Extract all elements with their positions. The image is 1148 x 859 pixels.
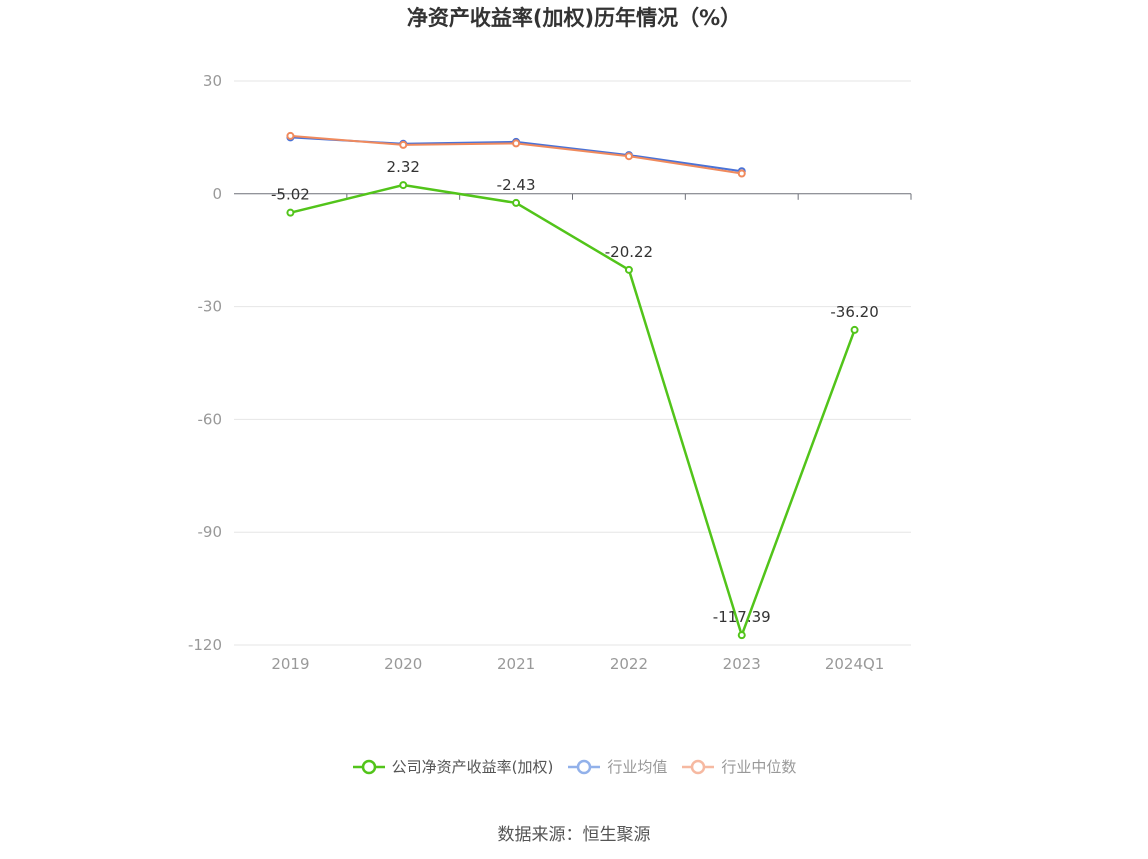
data-point — [286, 131, 295, 140]
data-source: 数据来源：恒生聚源 — [497, 825, 651, 845]
data-point — [850, 325, 859, 334]
chart-title: 净资产收益率(加权)历年情况（%） — [406, 6, 742, 30]
legend-label: 行业均值 — [607, 758, 668, 776]
x-tick-label: 2020 — [384, 655, 422, 673]
y-tick-label: -60 — [198, 410, 223, 428]
legend-item[interactable]: 行业均值 — [567, 756, 667, 777]
y-tick-label: -120 — [188, 636, 222, 654]
legend-marker-icon — [682, 759, 715, 774]
legend: 公司净资产收益率(加权) 行业均值 行业中位数 — [0, 756, 1148, 777]
data-point — [399, 140, 408, 149]
y-tick-label: 30 — [203, 72, 222, 90]
y-tick-label: -90 — [198, 523, 223, 541]
data-point — [512, 139, 521, 148]
legend-marker-icon — [568, 759, 601, 774]
x-tick-label: 2024Q1 — [825, 655, 885, 673]
data-point — [512, 198, 521, 207]
data-point — [399, 181, 408, 190]
x-tick-label: 2022 — [610, 655, 648, 673]
grid-lines — [234, 80, 911, 646]
data-label: -5.02 — [271, 186, 310, 204]
y-tick-label: 0 — [212, 185, 222, 203]
line-chart: 30 0 -30 -60 -90 -120 2019 2020 2021 2022 2023 2024… — [188, 72, 912, 673]
data-point — [737, 169, 746, 178]
data-point — [286, 208, 295, 217]
legend-item[interactable]: 行业中位数 — [681, 756, 796, 777]
legend-item[interactable]: 公司净资产收益率(加权) — [352, 756, 554, 777]
data-label: -117.39 — [713, 608, 771, 626]
data-label: -20.22 — [605, 243, 653, 261]
x-tick-label: 2023 — [723, 655, 761, 673]
legend-label: 行业中位数 — [721, 758, 797, 776]
data-point — [624, 265, 633, 274]
legend-label: 公司净资产收益率(加权) — [391, 758, 554, 776]
series — [286, 131, 859, 640]
data-point — [624, 152, 633, 161]
data-label: -2.43 — [497, 176, 536, 194]
legend-marker-icon — [352, 759, 385, 774]
y-tick-label: -30 — [198, 298, 223, 316]
series-line — [290, 183, 856, 640]
data-point — [737, 631, 746, 640]
data-label: 2.32 — [387, 158, 420, 176]
data-labels: -5.02 2.32 -2.43 -20.22 -117.39 -36.20 — [271, 158, 879, 626]
x-tick-label: 2021 — [497, 655, 535, 673]
x-tick-label: 2019 — [271, 655, 309, 673]
data-label: -36.20 — [830, 303, 878, 321]
axes: 30 0 -30 -60 -90 -120 2019 2020 2021 2022 2023 2024… — [188, 72, 912, 673]
